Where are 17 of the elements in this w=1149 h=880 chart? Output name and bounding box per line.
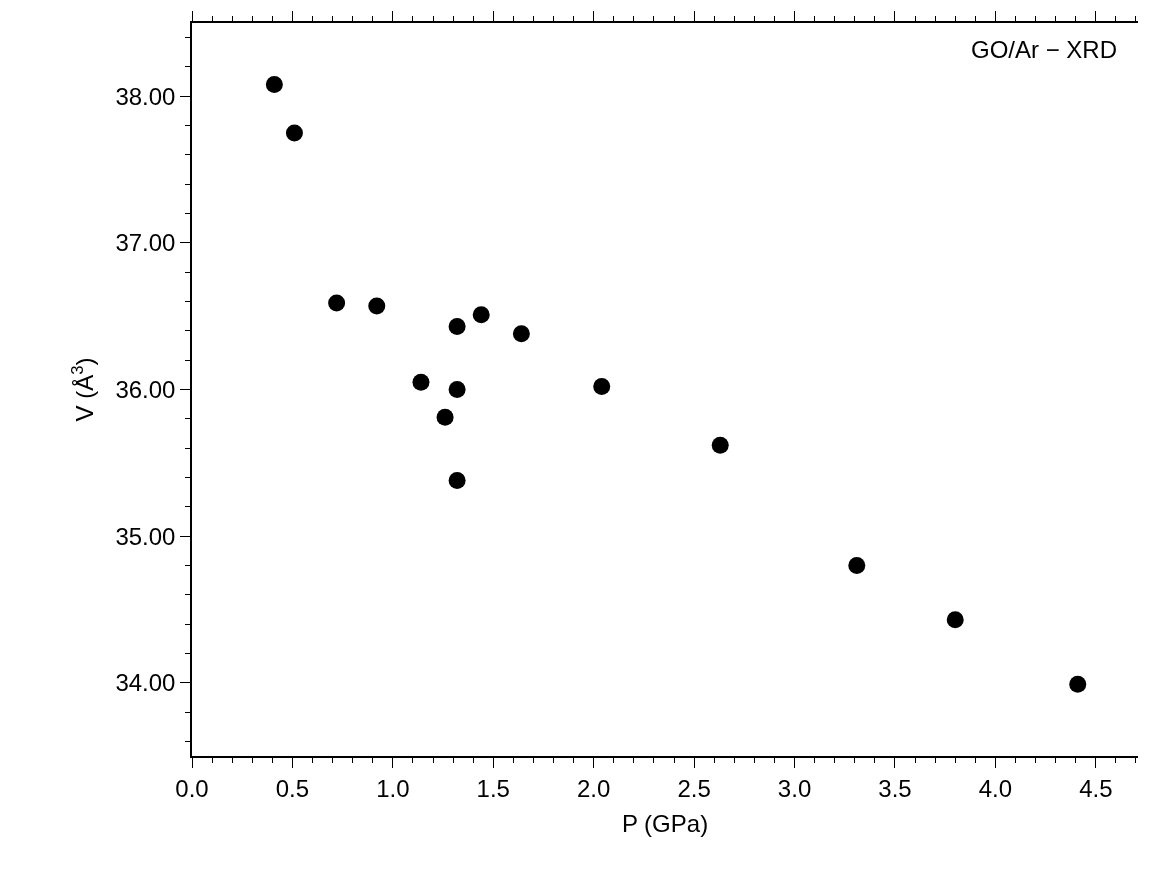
x-tick-label: 1.5 — [476, 774, 510, 802]
x-tick-label: 0.0 — [175, 774, 209, 802]
y-tick-label: 35.00 — [115, 522, 176, 550]
y-tick-label: 34.00 — [115, 669, 176, 697]
x-tick-label: 4.0 — [978, 774, 1013, 802]
y-tick-label: 37.00 — [115, 229, 176, 257]
x-tick-label: 4.5 — [1079, 774, 1113, 802]
x-axis-title: P (GPa) — [621, 810, 709, 838]
x-tick-label: 0.5 — [275, 774, 310, 802]
x-tick-label: 3.0 — [777, 774, 812, 802]
x-tick-label: 1.0 — [376, 774, 410, 802]
x-tick-label: 2.0 — [577, 774, 611, 802]
x-tick-label: 3.5 — [878, 774, 912, 802]
x-tick-label: 2.5 — [677, 774, 711, 802]
annotation: GO/Ar − XRD — [971, 36, 1118, 63]
y-tick-label: 38.00 — [115, 82, 176, 110]
y-tick-label: 36.00 — [115, 375, 176, 403]
